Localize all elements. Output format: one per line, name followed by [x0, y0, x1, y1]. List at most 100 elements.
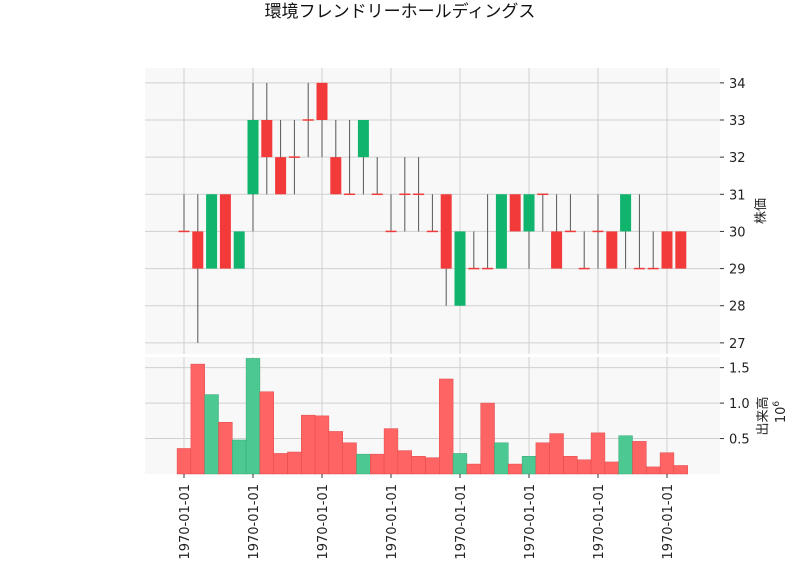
candle-body [330, 157, 342, 195]
candle-body [399, 193, 411, 196]
volume-bar [342, 442, 357, 475]
price-tick-label: 32 [729, 151, 746, 166]
volume-bar [549, 433, 564, 475]
candle-body [344, 193, 356, 196]
candle-body [302, 119, 314, 121]
candle-body [413, 193, 425, 196]
volume-bar [287, 451, 302, 475]
volume-bar [204, 394, 219, 475]
x-tick-label: 1970-01-01 [178, 484, 193, 560]
candle-body [578, 267, 590, 270]
candle-body [357, 120, 369, 158]
x-tick-label: 1970-01-01 [592, 484, 607, 560]
x-axis: 1970-01-01 1970-01-01 1970-01-01 1970-01-01… [178, 474, 676, 560]
x-tick-label: 1970-01-01 [247, 484, 262, 560]
volume-bar [370, 453, 385, 475]
candle-body [206, 194, 218, 269]
candle-body [509, 194, 521, 232]
price-tick-label: 31 [729, 188, 746, 203]
candle-body [247, 120, 259, 195]
volume-bar [411, 456, 426, 475]
candle-body [661, 231, 673, 269]
volume-bar [563, 456, 578, 475]
candle-body [620, 194, 632, 232]
price-tick-label: 27 [729, 337, 746, 352]
volume-bar [632, 441, 647, 475]
volume-tick-label: 0.5 [729, 433, 750, 448]
candle-body [495, 194, 507, 269]
candle-body [275, 157, 287, 195]
volume-axis: 0.5 1.0 1.5 [720, 362, 750, 448]
volume-bar [494, 442, 509, 475]
volume-bar [521, 456, 537, 475]
candle-body [233, 231, 245, 269]
candle-body [316, 82, 328, 120]
candle-body [178, 230, 190, 233]
volume-bar [535, 442, 550, 475]
candle-body [633, 267, 645, 270]
price-tick-label: 34 [729, 77, 746, 92]
x-tick-label: 1970-01-01 [316, 484, 331, 560]
volume-bar [646, 466, 661, 475]
volume-axis-label: 出来高 [755, 396, 771, 435]
candle-body [385, 230, 397, 233]
candle-body [675, 231, 687, 269]
volume-tick-label: 1.5 [729, 362, 750, 377]
chart-title: 環境フレンドリーホールディングス [265, 1, 536, 22]
volume-bar [190, 363, 205, 475]
volume-bar [273, 453, 288, 475]
x-tick-label: 1970-01-01 [523, 484, 538, 560]
candle-body [523, 194, 535, 232]
price-tick-label: 29 [729, 263, 746, 278]
volume-bar [659, 452, 675, 475]
price-axis-label: 株価 [754, 198, 769, 224]
volume-bar [577, 459, 592, 475]
candle-body [454, 231, 466, 306]
candle-body [371, 193, 383, 196]
candle-body [606, 231, 618, 269]
candle-body [592, 230, 604, 233]
candle-body [261, 120, 273, 158]
candle-body [647, 267, 659, 270]
price-tick-label: 33 [729, 114, 746, 129]
volume-bar [480, 402, 495, 475]
candle-body [219, 194, 231, 269]
price-axis: 27 28 29 30 31 32 33 34 [720, 77, 746, 352]
volume-bar [452, 453, 468, 475]
candle-body [288, 156, 300, 158]
volume-bar [673, 465, 688, 475]
x-tick-label: 1970-01-01 [661, 484, 676, 560]
volume-bar [245, 358, 261, 475]
price-tick-label: 28 [729, 300, 746, 315]
volume-bar [590, 432, 606, 475]
volume-bar [259, 391, 274, 475]
candles [178, 82, 687, 343]
candle-body [564, 230, 576, 233]
volume-bar [301, 414, 316, 475]
volume-bar [604, 461, 619, 475]
volume-bar [425, 457, 440, 475]
volume-bar [383, 428, 399, 475]
volume-scale-label: 106 [772, 401, 789, 424]
volume-tick-label: 1.0 [729, 397, 750, 412]
volume-bar [508, 463, 523, 475]
volume-bar [218, 421, 233, 475]
candle-body [468, 267, 480, 270]
price-tick-label: 30 [729, 225, 746, 240]
volume-bar [314, 415, 330, 475]
volume-bar [397, 450, 412, 475]
volume-bar [232, 439, 247, 475]
volume-bar [618, 435, 633, 475]
candle-body [537, 193, 549, 196]
volume-bar [466, 463, 481, 475]
candle-body [426, 230, 438, 233]
volume-bar [328, 431, 343, 475]
x-tick-label: 1970-01-01 [454, 484, 469, 560]
candle-body [551, 231, 563, 269]
volume-bar [176, 448, 192, 475]
candle-body [482, 267, 494, 270]
volume-bar [356, 453, 371, 475]
candle-body [192, 231, 204, 269]
x-tick-label: 1970-01-01 [385, 484, 400, 560]
